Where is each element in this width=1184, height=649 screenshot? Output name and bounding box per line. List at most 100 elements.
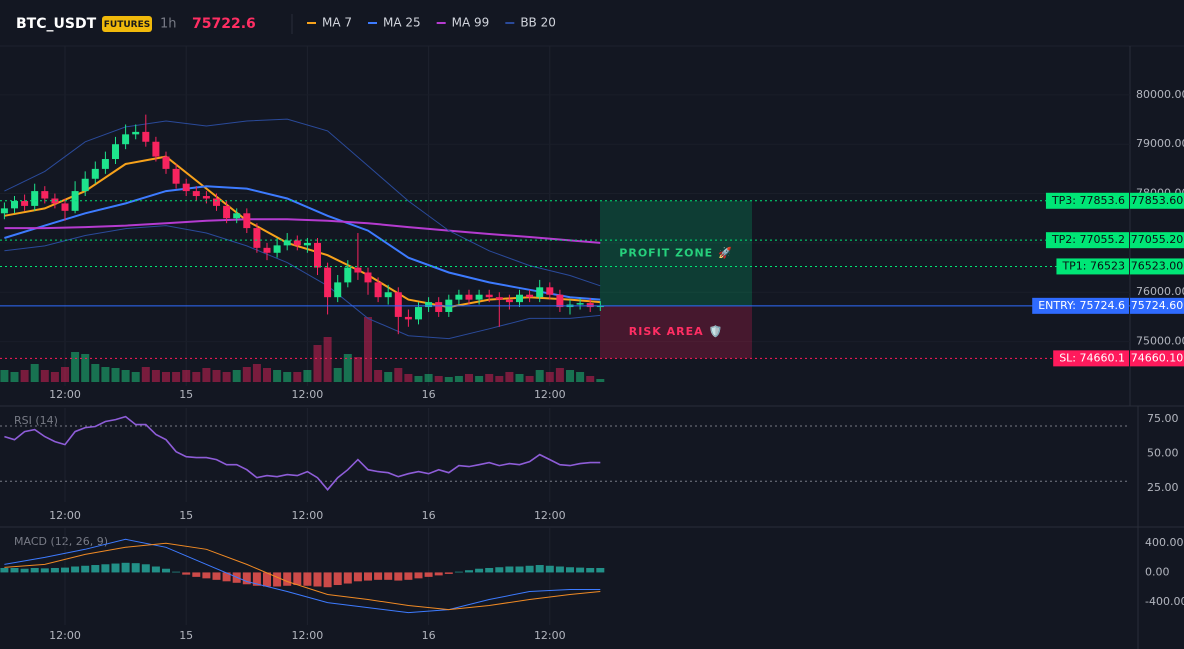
histogram-bar [444,572,453,574]
candle-body [172,168,180,184]
candle-body [546,287,554,295]
legend-label: MA 99 [452,16,490,30]
candle-body [213,198,220,206]
candle-body [61,203,69,211]
legend-label: MA 7 [322,16,352,30]
time-label: 12:00 [534,388,566,401]
volume-bar [586,376,595,382]
volume-bar [434,376,443,382]
candle-body [314,242,321,268]
histogram-bar [50,567,59,573]
histogram-bar [364,572,372,581]
level-price-bg [1130,350,1184,367]
candle-body [81,178,89,192]
time-label: 12:00 [292,509,324,522]
volume-bar [374,370,383,382]
candle-body [465,294,473,300]
volume-bar [343,354,352,382]
histogram-bar [20,568,29,573]
volume-bar [424,374,433,382]
histogram-bar [515,566,524,573]
candle-body [91,168,99,179]
histogram-bar [283,572,292,586]
histogram-bar [273,572,282,587]
histogram-bar [333,572,342,586]
histogram-bar [323,572,332,588]
histogram-bar [71,566,80,573]
volume-bar [485,374,494,382]
level-price-label: 77853.60 [1131,194,1184,207]
volume-bar [404,374,413,382]
histogram-bar [192,572,201,577]
candle-body [576,303,584,305]
candle-body [485,294,493,298]
histogram-bar [121,562,130,573]
time-label: 12:00 [292,629,324,642]
histogram-bar [293,572,302,586]
candle-body [324,267,332,298]
histogram-bar [434,572,443,576]
overlay-line [4,218,601,244]
volume-bar [212,370,221,382]
volume-bar [151,370,160,382]
histogram-bar [343,572,352,584]
rsi-tick-label: 50.00 [1147,447,1179,460]
candle-body [596,305,604,308]
volume-bar [50,372,59,382]
zone-label: PROFIT ZONE 🚀 [619,246,732,259]
volume-bar [61,367,69,382]
time-label: 15 [179,388,193,401]
histogram-bar [81,565,90,573]
histogram-bar [586,567,595,573]
candle-body [415,307,422,320]
volume-bar [414,376,423,382]
candle-body [526,294,534,298]
candle-body [435,302,443,312]
candle-body [455,294,463,300]
rsi-tick-label: 25.00 [1147,481,1179,494]
histogram-bar [404,572,413,580]
volume-bar [576,372,585,382]
volume-bar [131,372,140,382]
volume-bar [283,372,292,382]
histogram-bar [545,565,554,573]
histogram-bar [40,568,49,573]
signal-line [4,542,601,611]
time-label: 12:00 [292,388,324,401]
histogram-bar [91,565,100,573]
volume-bar [141,367,150,382]
histogram-bar [485,567,494,573]
histogram-bar [525,565,534,573]
volume-bar [525,376,534,382]
volume-bar [384,372,393,382]
level-label-bg [1045,192,1129,209]
candle-body [495,297,503,300]
candle-body [556,294,564,308]
candle-body [132,131,140,135]
histogram-bar [555,566,564,573]
candle-body [364,272,372,283]
price-tick-label: 80000.00 [1136,88,1184,101]
candle-body [303,242,311,246]
histogram-bar [353,572,362,582]
badge: FUTURES [104,20,150,30]
volume-bar [40,370,49,382]
last-price: 75722.6 [192,16,256,32]
level-price-label: 76523.00 [1131,259,1184,272]
candle-body [394,292,402,317]
rsi-line [4,415,601,491]
histogram-bar [61,567,69,573]
level-label: ENTRY: 75724.6 [1038,299,1125,312]
candle-body [334,282,342,298]
volume-bar [172,372,181,382]
volume-bar [353,357,362,382]
overlay-line [4,185,601,301]
volume-bar [515,374,524,382]
histogram-bar [131,563,140,573]
time-label: 15 [179,629,193,642]
time-label: 12:00 [49,388,81,401]
candle-body [192,191,200,197]
candle-body [122,134,130,145]
histogram-bar [454,571,463,573]
level-price-bg [1130,258,1184,275]
